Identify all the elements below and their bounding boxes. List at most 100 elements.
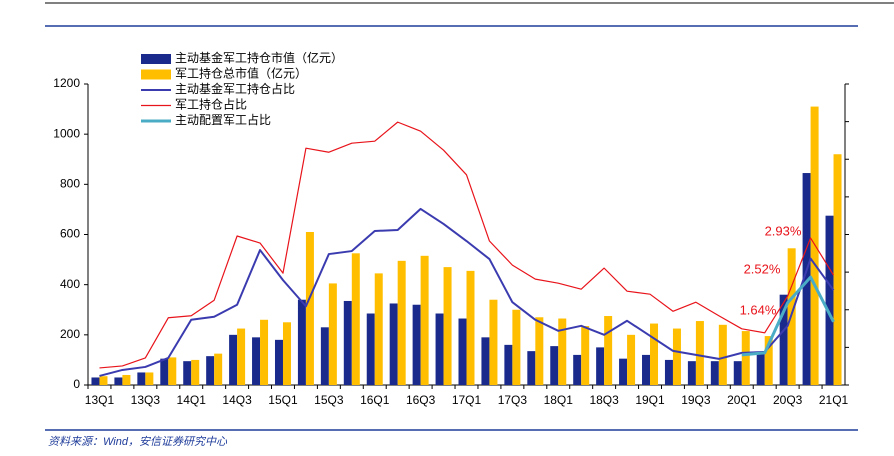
bar xyxy=(420,255,429,385)
bar xyxy=(214,353,223,385)
bar xyxy=(297,299,306,385)
bar xyxy=(145,372,154,385)
bar xyxy=(764,336,773,385)
bar xyxy=(458,318,467,385)
bar xyxy=(741,331,750,385)
x-tick-label: 19Q3 xyxy=(681,393,711,407)
annotation: 1.64% xyxy=(740,302,777,317)
bar xyxy=(558,318,567,385)
bar xyxy=(512,309,521,385)
x-tick-label: 18Q1 xyxy=(544,393,574,407)
bar xyxy=(252,337,261,385)
annotation: 2.52% xyxy=(744,261,781,276)
bar xyxy=(443,267,452,385)
bar xyxy=(779,294,788,385)
legend-label: 军工持仓总市值（亿元） xyxy=(175,66,307,81)
bar xyxy=(650,323,659,385)
bar xyxy=(237,328,246,385)
line xyxy=(741,275,835,357)
bar xyxy=(802,173,811,385)
source: 资料来源：Wind，安信证券研究中心 xyxy=(48,435,228,448)
bar xyxy=(619,358,628,385)
y-tick-label: 1200 xyxy=(53,76,80,90)
bar xyxy=(122,374,131,385)
bar xyxy=(183,361,192,385)
line xyxy=(99,121,835,369)
x-tick-label: 18Q3 xyxy=(589,393,619,407)
y-tick-label: 600 xyxy=(60,227,80,241)
bar xyxy=(833,154,842,385)
bar xyxy=(435,313,444,385)
bar xyxy=(137,372,146,385)
bar xyxy=(718,324,727,385)
bar xyxy=(260,319,269,385)
x-tick-label: 17Q3 xyxy=(498,393,528,407)
x-tick-label: 14Q1 xyxy=(177,393,207,407)
y-tick-label: 200 xyxy=(60,327,80,341)
legend-swatch xyxy=(141,54,171,64)
x-tick-label: 13Q3 xyxy=(131,393,161,407)
bar xyxy=(481,337,490,385)
bar xyxy=(412,304,421,385)
bar xyxy=(810,106,819,385)
bar xyxy=(627,334,636,385)
bar xyxy=(206,356,215,385)
bar xyxy=(604,316,613,385)
x-tick-label: 14Q3 xyxy=(222,393,252,407)
bar xyxy=(664,359,673,385)
legend-swatch xyxy=(141,69,171,80)
annotation: 2.93% xyxy=(765,223,802,238)
bar xyxy=(168,357,177,385)
bar xyxy=(91,377,100,385)
bar xyxy=(596,347,605,385)
legend-label: 主动基金军工持仓市值（亿元） xyxy=(175,50,343,65)
y-tick-label: 800 xyxy=(60,177,80,191)
y-tick-label: 1000 xyxy=(53,126,80,140)
bar xyxy=(328,283,337,385)
bar xyxy=(282,322,291,385)
bar xyxy=(343,300,352,385)
bar xyxy=(466,270,475,385)
x-tick-label: 17Q1 xyxy=(452,393,482,407)
x-tick-label: 20Q3 xyxy=(773,393,803,407)
bar xyxy=(274,339,283,385)
bar xyxy=(504,344,513,385)
bar xyxy=(687,361,696,385)
bar xyxy=(672,328,681,385)
x-tick-label: 15Q1 xyxy=(268,393,298,407)
bar xyxy=(99,376,108,385)
y-tick-label: 0 xyxy=(73,377,80,391)
bar xyxy=(320,327,329,385)
bar xyxy=(756,352,765,385)
legend-label: 主动配置军工占比 xyxy=(175,112,271,127)
bar xyxy=(366,313,375,385)
bar xyxy=(160,358,169,385)
bar xyxy=(191,359,200,385)
legend-label: 军工持仓占比 xyxy=(175,97,247,112)
bar xyxy=(573,354,582,385)
bar xyxy=(550,346,559,385)
x-tick-label: 16Q1 xyxy=(360,393,390,407)
bar xyxy=(733,361,742,385)
bar xyxy=(489,299,498,385)
bar xyxy=(581,326,590,385)
bar xyxy=(389,303,398,385)
bar xyxy=(642,354,651,385)
bar xyxy=(710,361,719,385)
bar xyxy=(229,334,238,385)
bar xyxy=(114,377,123,385)
line xyxy=(99,207,835,377)
bar xyxy=(535,317,544,385)
bar xyxy=(825,215,834,385)
x-tick-label: 20Q1 xyxy=(727,393,757,407)
x-tick-label: 13Q1 xyxy=(85,393,115,407)
bar xyxy=(695,321,704,385)
legend-label: 主动基金军工持仓占比 xyxy=(175,81,295,96)
bar xyxy=(351,253,360,385)
x-tick-label: 19Q1 xyxy=(635,393,665,407)
y-tick-label: 400 xyxy=(60,277,80,291)
x-tick-label: 15Q3 xyxy=(314,393,344,407)
bar xyxy=(374,273,383,385)
bar xyxy=(305,231,314,385)
